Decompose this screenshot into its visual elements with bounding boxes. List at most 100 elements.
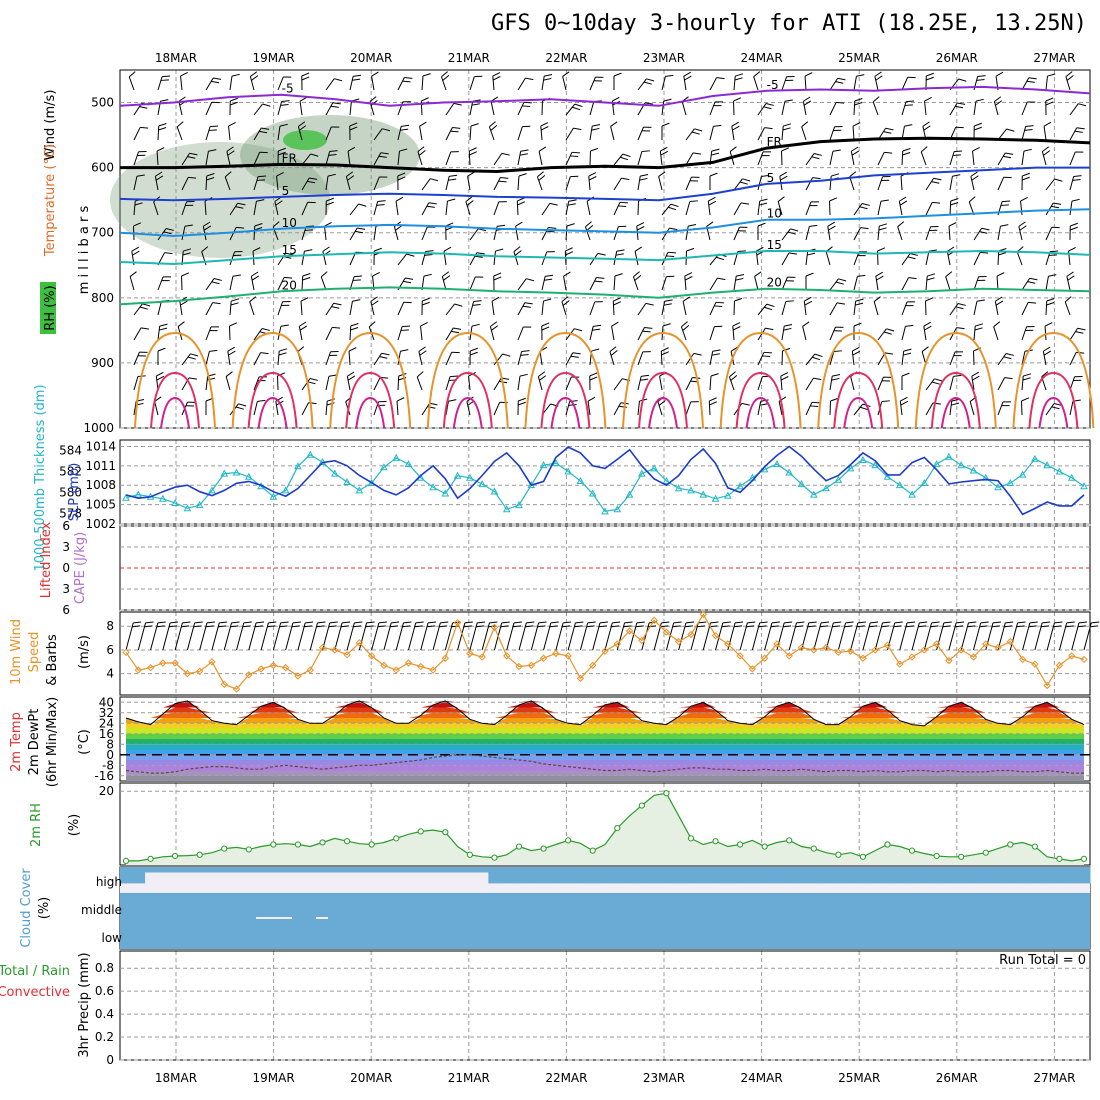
- wind-barb: [1019, 225, 1027, 231]
- top-date-label: 26MAR: [936, 51, 978, 65]
- wind-barb: [256, 199, 265, 202]
- wind-barb: [911, 622, 920, 651]
- wind-barb: [236, 622, 245, 651]
- wind-barb: [949, 376, 954, 391]
- wind-barb: [690, 622, 699, 651]
- isotherm-35: [843, 396, 874, 429]
- thickness-point: [539, 461, 548, 469]
- wind-barb: [203, 225, 212, 231]
- wind-barb: [490, 321, 498, 327]
- wind-barb: [307, 381, 316, 385]
- wind-barb: [230, 625, 239, 628]
- wind-barb: [567, 203, 576, 206]
- wind-barb: [421, 402, 431, 416]
- wind-barb: [907, 256, 916, 260]
- wind-speed-point: [945, 656, 953, 665]
- wind-barb: [205, 376, 209, 391]
- y-tick-label: 500: [91, 96, 114, 110]
- wind-barb: [970, 176, 975, 191]
- wind-barb: [653, 622, 662, 651]
- wind-barb: [442, 74, 450, 81]
- wind-barb: [956, 621, 965, 624]
- wind-barb: [346, 622, 355, 651]
- cloud-high-bar: [537, 867, 551, 884]
- wind-barb: [140, 126, 149, 129]
- wind-barb: [243, 621, 252, 624]
- wind-barb: [1047, 73, 1056, 77]
- wind-barb: [968, 196, 976, 203]
- wind-barb: [512, 625, 521, 628]
- wind-barb: [397, 77, 405, 91]
- wind-barb: [253, 225, 256, 241]
- wind-barb: [280, 324, 289, 327]
- rh-point: [958, 853, 965, 860]
- wind-barb: [349, 301, 353, 316]
- cloud-high-bar: [341, 867, 354, 873]
- wind-barb: [926, 72, 934, 77]
- cloud-high-bar: [758, 867, 772, 884]
- wind-barb: [877, 201, 882, 216]
- wind-speed-point: [699, 610, 707, 619]
- wind-barb: [354, 275, 363, 278]
- wind-barb: [918, 625, 927, 628]
- wind-barb: [139, 306, 148, 310]
- wind-barb: [157, 621, 166, 624]
- thickness-point: [785, 468, 794, 476]
- wind-barb: [805, 201, 812, 216]
- wind-barb: [1054, 621, 1063, 624]
- cloud-high-bar: [770, 867, 784, 884]
- wind-barb: [205, 77, 214, 91]
- wind-barb: [397, 253, 408, 266]
- wind-barb: [562, 300, 570, 306]
- wind-barb: [926, 277, 935, 281]
- thickness-point: [809, 490, 818, 498]
- wind-barb: [204, 200, 207, 216]
- wind-barb: [320, 276, 327, 291]
- wind-barb: [874, 76, 879, 91]
- wind-barb: [661, 101, 665, 116]
- bottom-date-label: 19MAR: [253, 1071, 295, 1085]
- wind-barb: [923, 622, 933, 651]
- isotherm-30: [930, 371, 981, 429]
- wind-barb: [156, 375, 165, 381]
- wind-barb: [251, 75, 259, 81]
- wind10-label-c: & Barbs: [45, 634, 60, 686]
- isotherm-25: [524, 331, 607, 429]
- wind-barb: [903, 348, 912, 352]
- wind-barb: [1069, 127, 1078, 141]
- wind-barb: [835, 81, 844, 84]
- rh-point: [884, 841, 891, 848]
- wind-barb: [945, 271, 953, 278]
- wind-barb: [421, 202, 430, 216]
- isotherm-30: [540, 371, 591, 429]
- cloud-high-bar: [635, 867, 649, 884]
- wind-barb: [861, 203, 870, 206]
- wind-barb: [350, 327, 359, 331]
- wind-barb: [441, 71, 448, 78]
- wind-barb: [669, 227, 678, 231]
- wind-barb: [253, 176, 259, 191]
- wind-barb: [688, 223, 697, 227]
- wind-barb: [781, 276, 788, 291]
- y-tick-label: 24: [99, 716, 114, 730]
- wind-barb: [129, 271, 137, 277]
- wind-barb: [373, 201, 379, 216]
- isotherm-30: [345, 371, 396, 429]
- wind-barb: [132, 625, 141, 628]
- wind-barb: [537, 625, 546, 628]
- wind-barb: [181, 272, 190, 277]
- wind-barb: [160, 79, 169, 81]
- isotherm-label: 10: [282, 216, 297, 230]
- wind-barb: [644, 102, 653, 105]
- wind-barb: [942, 625, 951, 628]
- wind-barb: [522, 305, 531, 308]
- wind-barb: [201, 246, 209, 253]
- wind-barb: [633, 271, 640, 278]
- wind-barb: [465, 196, 473, 203]
- wind-barb: [1018, 221, 1026, 227]
- wind-barb: [345, 176, 351, 191]
- rh-point: [737, 841, 744, 848]
- wind-barb: [301, 76, 310, 81]
- rh-2m-panel: 20: [99, 782, 1091, 866]
- wind-barb: [253, 328, 263, 341]
